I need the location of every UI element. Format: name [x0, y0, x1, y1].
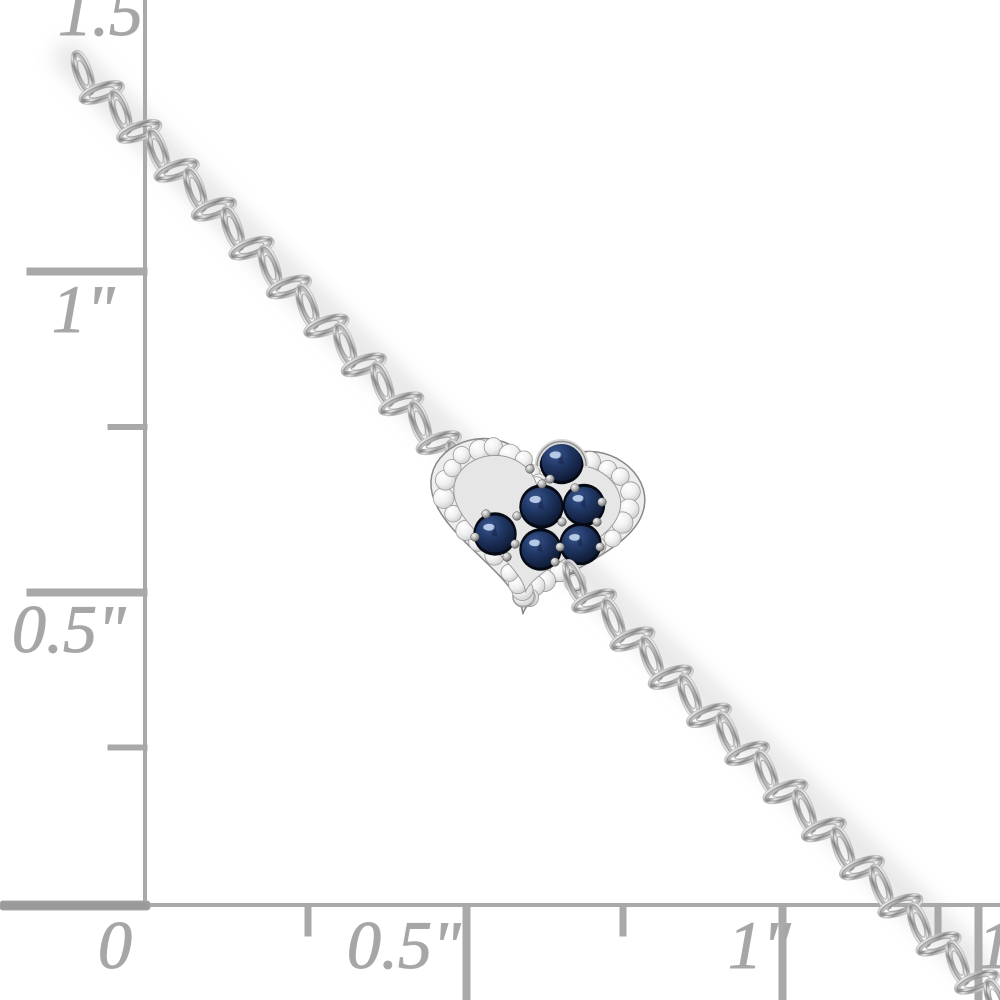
svg-text:1": 1" [728, 907, 791, 983]
svg-text:0.5": 0.5" [12, 591, 126, 667]
svg-text:1": 1" [52, 271, 115, 347]
svg-text:0.5": 0.5" [347, 907, 461, 983]
svg-text:1.5: 1.5 [58, 0, 143, 50]
svg-text:0: 0 [98, 907, 132, 983]
